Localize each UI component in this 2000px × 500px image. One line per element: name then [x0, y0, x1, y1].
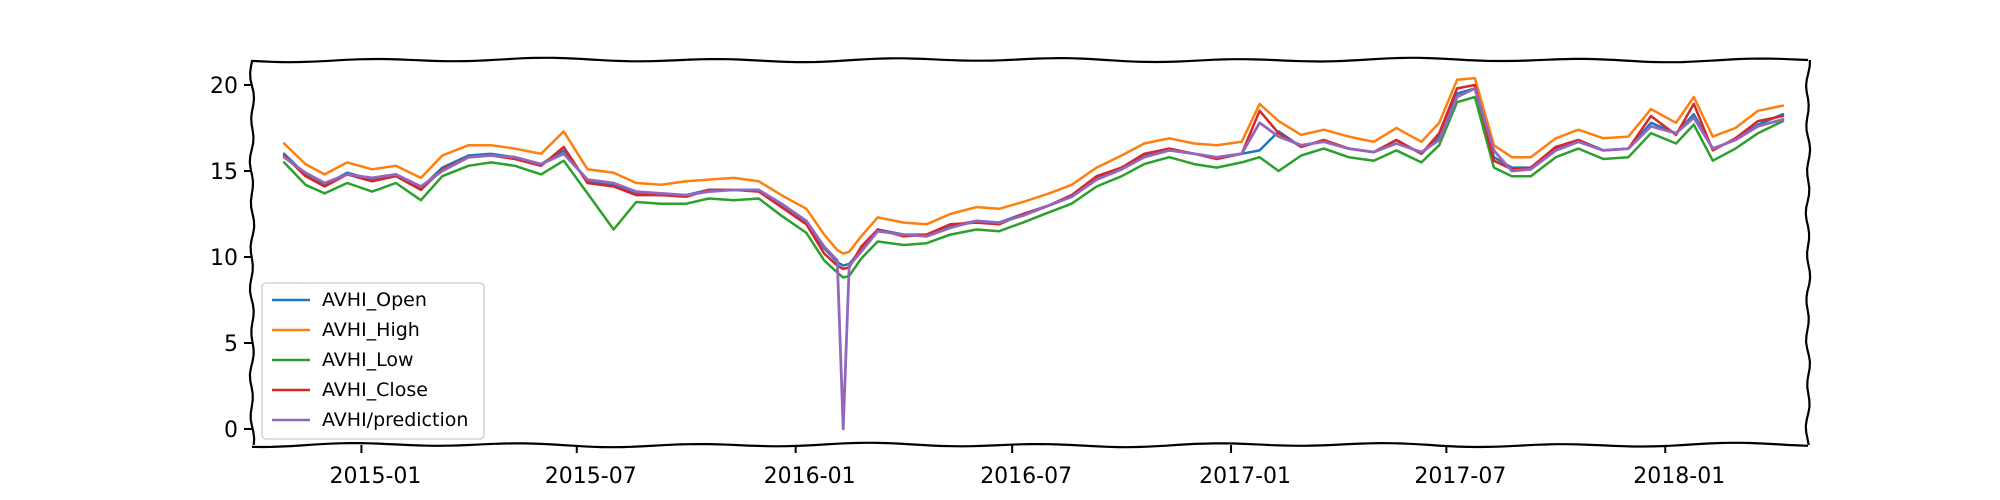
legend-label: AVHI_High	[322, 319, 420, 341]
axes: 0 5 10 15 20 2015-01 2015-07 2016-01 2016-07 2017…	[210, 74, 1725, 489]
x-tick-label: 2015-01	[329, 464, 421, 489]
x-tick-label: 2018-01	[1633, 464, 1725, 489]
legend-label: AVHI/prediction	[322, 409, 468, 431]
x-tick-label: 2015-07	[545, 464, 637, 489]
series-line-avhi-open	[282, 87, 1785, 267]
series-line-avhi-prediction	[282, 87, 1785, 431]
y-tick-label: 20	[210, 74, 238, 99]
plot-frame	[248, 56, 1812, 449]
x-tick-label: 2016-07	[980, 464, 1072, 489]
series-line-avhi-high	[282, 76, 1785, 255]
series-line-avhi-low	[282, 95, 1785, 279]
y-tick-label: 15	[210, 160, 238, 185]
legend-label: AVHI_Close	[322, 379, 428, 401]
series-line-avhi-close	[282, 83, 1785, 271]
legend: AVHI_Open AVHI_High AVHI_Low AVHI_Close AVHI…	[261, 282, 485, 440]
x-tick-label: 2017-01	[1199, 464, 1291, 489]
x-tick-label: 2017-07	[1414, 464, 1506, 489]
y-tick-label: 5	[224, 332, 238, 357]
legend-label: AVHI_Low	[322, 349, 414, 371]
series-layer	[282, 76, 1785, 431]
legend-label: AVHI_Open	[322, 289, 427, 311]
x-tick-label: 2016-01	[764, 464, 856, 489]
y-tick-label: 10	[210, 246, 238, 271]
legend-box	[261, 282, 485, 440]
y-tick-label: 0	[224, 418, 238, 443]
